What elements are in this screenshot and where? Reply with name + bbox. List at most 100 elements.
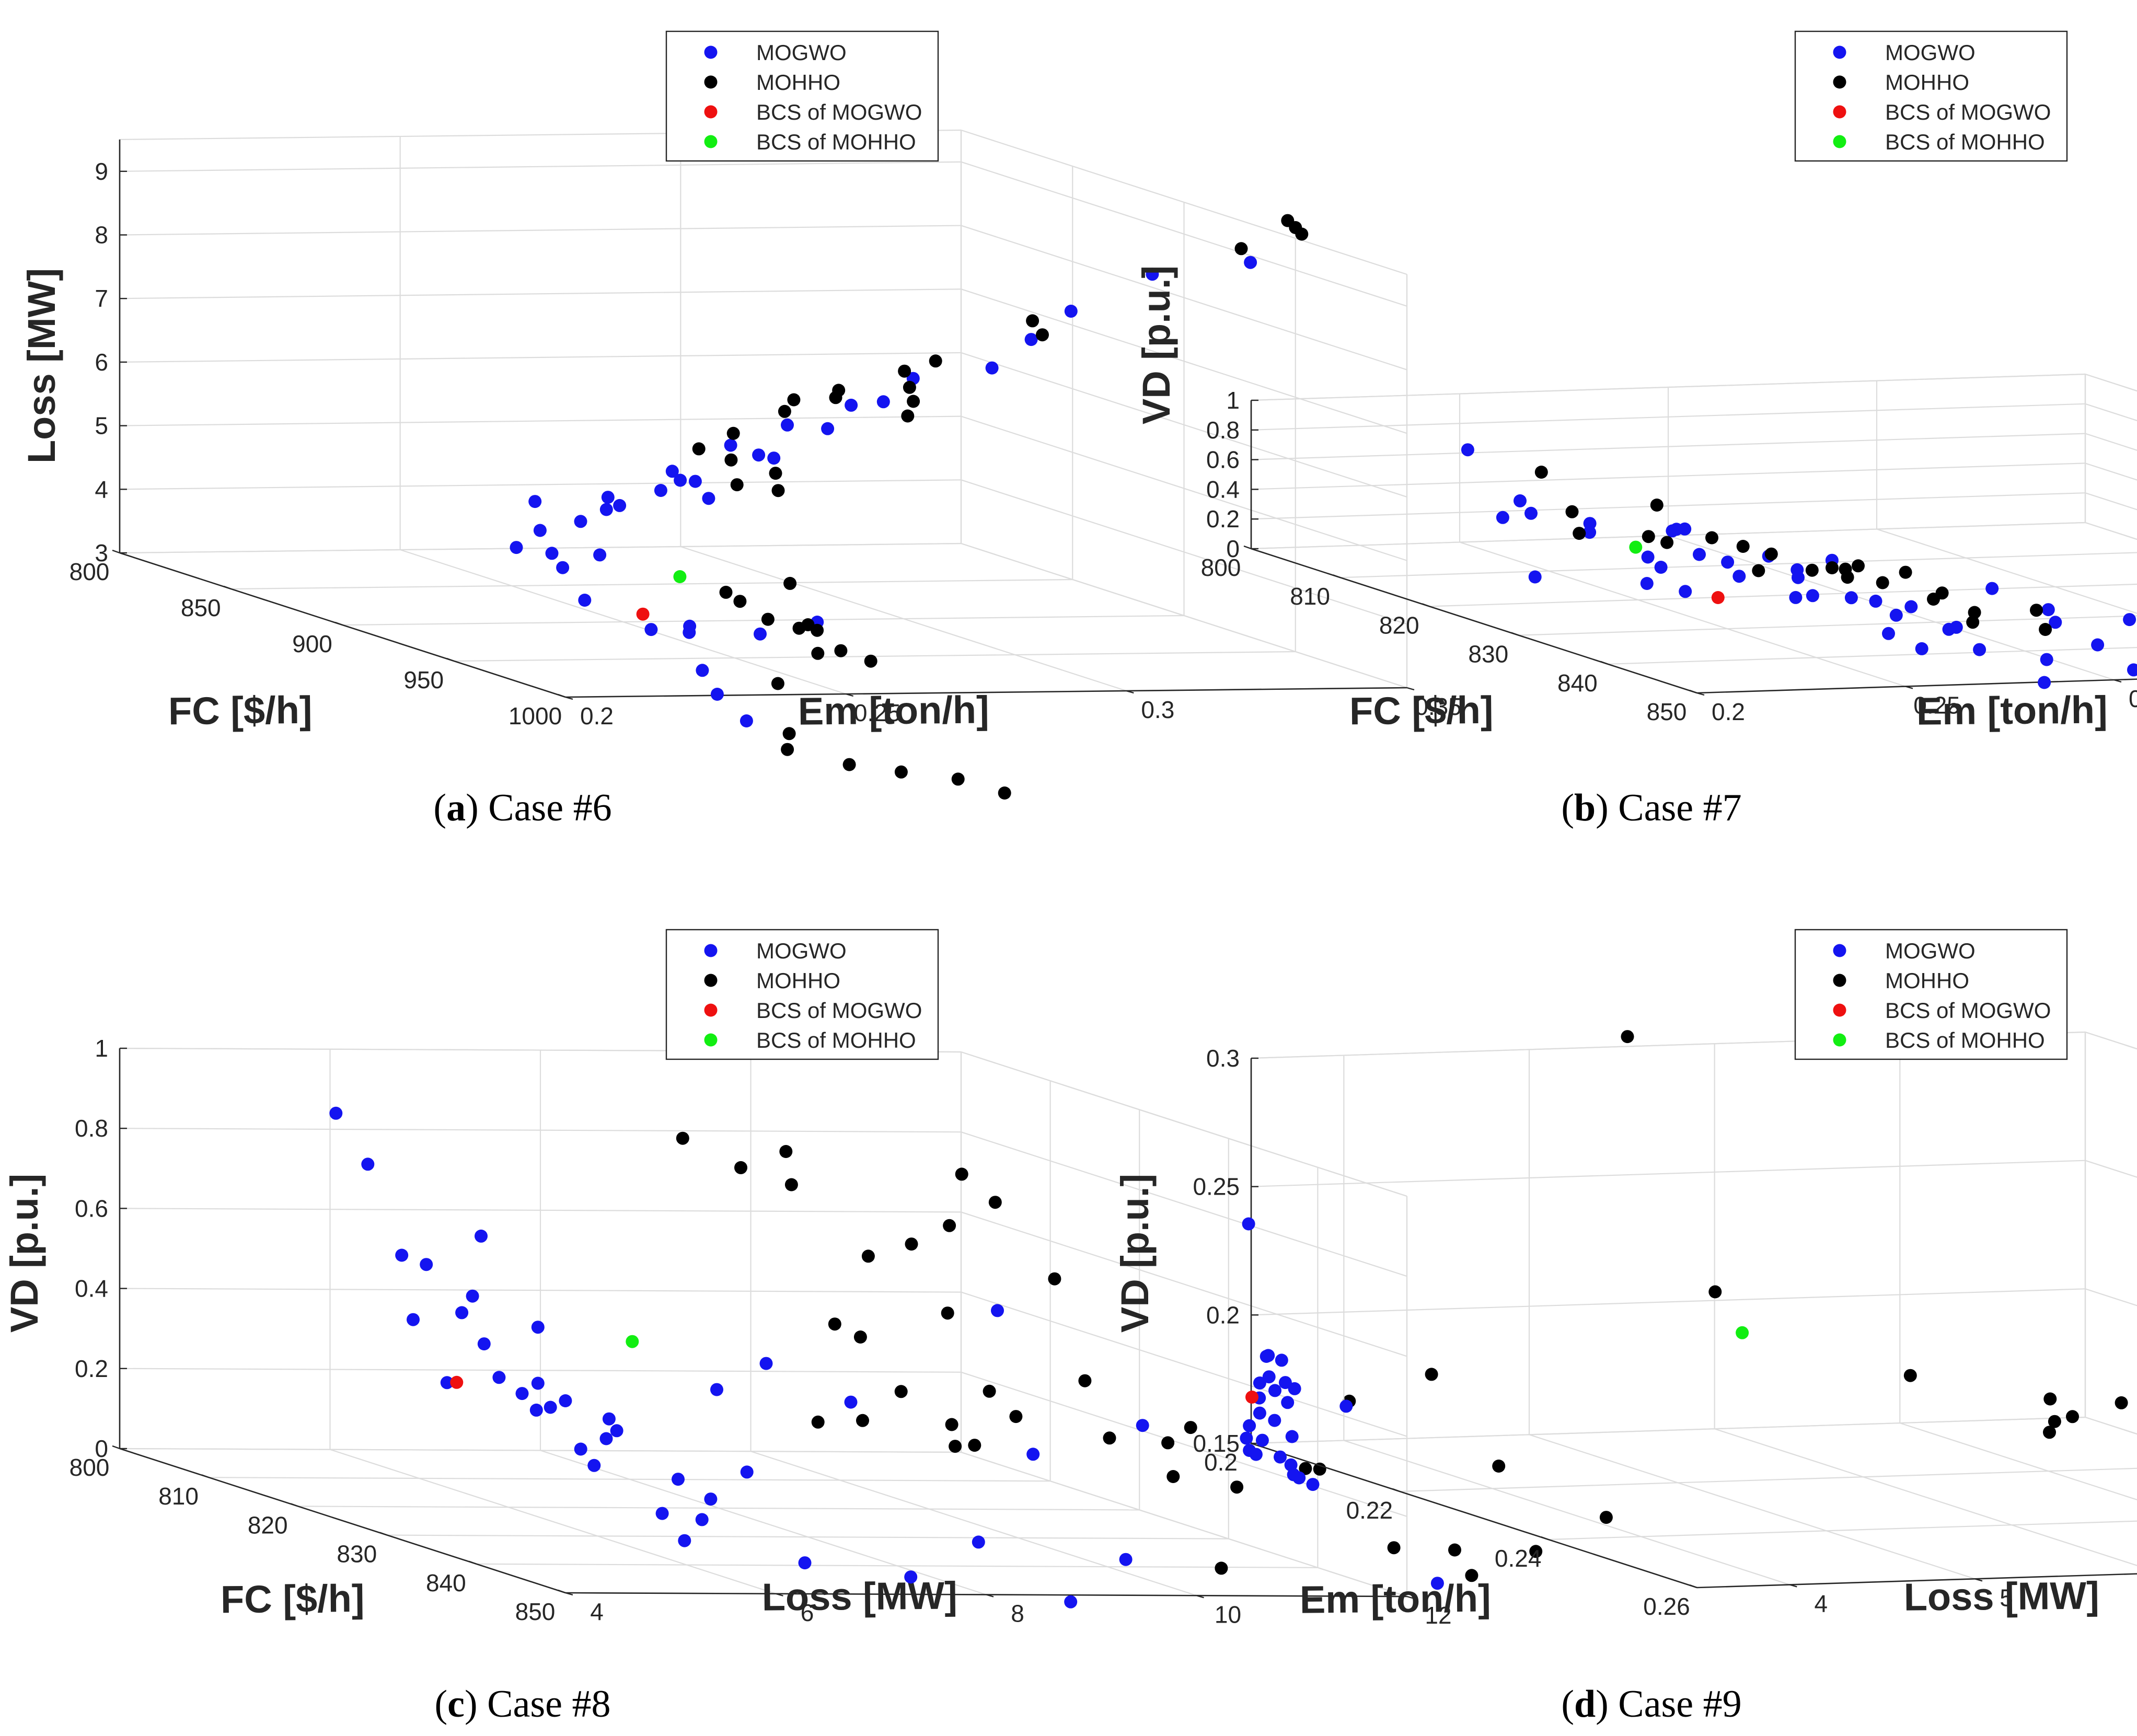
- legend-entry: MOGWO: [1885, 40, 1976, 65]
- data-point: MOGWO: (851.5, 9.2, 0.1): [1119, 1553, 1133, 1566]
- data-point: MOGWO: (832.6, 7.2, 0.18): [740, 1465, 754, 1479]
- z-tick-label: 8: [95, 222, 108, 249]
- legend-entry: BCS of MOGWO: [756, 100, 922, 124]
- data-point: MOHHO: (838.8, 9.6, 0.71): [1048, 1272, 1061, 1286]
- legend: MOGWO MOHHO BCS of MOGWO BCS of MOHHO: [665, 30, 939, 162]
- grid-line: [961, 225, 1407, 371]
- data-point: MOHHO: (851.6, 10.1, 0.08): [1215, 1561, 1228, 1575]
- data-point: BCS of MOHHO: (822.1, 7, 0.43): [626, 1335, 639, 1348]
- data-point: MOGWO: (947.3, 0.248, 2.4): [710, 688, 724, 701]
- data-point: MOGWO: (828.5, 0.27, 0.35): [1791, 563, 1804, 576]
- data-point: MOHHO: (994.6, 0.262, 1.7): [894, 765, 908, 779]
- legend-marker: [1833, 45, 1846, 59]
- y-tick-mark: [1406, 687, 1415, 691]
- data-point: MOGWO: (0.2064, 3.4, 0.1509): [1274, 1450, 1287, 1464]
- data-point: MOGWO: (843, 8.7, 0.66): [991, 1304, 1004, 1317]
- data-point: MOGWO: (816.1, 6.1, 0.38): [477, 1337, 491, 1351]
- legend-marker: [1833, 105, 1846, 119]
- legend-marker: [704, 75, 718, 89]
- x-tick-label: 840: [426, 1569, 466, 1596]
- x-tick-label: 820: [1379, 611, 1419, 639]
- x-tick-mark: [1333, 574, 1341, 578]
- y-tick-label: 0.25: [854, 699, 901, 726]
- z-tick-label: 3: [95, 539, 108, 566]
- data-point: MOHHO: (825.8, 8.2, 0.85): [784, 1178, 798, 1191]
- z-tick-label: 0.8: [1206, 416, 1240, 444]
- data-point: MOHHO: (845.6, 10.1, 0.35): [1161, 1436, 1175, 1450]
- z-tick-label: 0: [1226, 535, 1240, 562]
- z-tick-label: 0.6: [75, 1195, 108, 1222]
- caption-text: Case #7: [1618, 786, 1741, 829]
- data-point: MOHHO: (949.7, 0.282, 7): [907, 395, 920, 408]
- data-point: MOHHO: (938.6, 0.253, 3.9): [719, 585, 733, 599]
- data-point: MOHHO: (810.1, 0.248, 0.67): [1534, 466, 1548, 479]
- data-point: MOHHO: (829, 0.281, 0.3): [1841, 571, 1854, 584]
- z-tick-label: 0: [95, 1435, 108, 1462]
- z-tick-label: 9: [95, 158, 108, 185]
- grid-line: [1459, 541, 1906, 687]
- data-point: MOHHO: (839.3, 0.289, 0.19): [1966, 616, 1980, 629]
- y-tick-label: 5: [2000, 1584, 2013, 1611]
- data-point: MOGWO: (822.5, 0.256, 0.1): [1679, 585, 1692, 598]
- series-mogwo: MOGWO: (990.2, 0.326, 9.6) MOGWO: (978.9,…: [510, 256, 1257, 727]
- z-tick-label: 0.25: [1193, 1173, 1240, 1200]
- grid-line: [119, 415, 962, 426]
- data-point: MOHHO: (967.5, 0.262, 3.3): [834, 644, 848, 657]
- panel-caption: (b) Case #7: [1561, 786, 1741, 829]
- data-point: MOGWO: (0.2054, 3.41, 0.1642): [1268, 1414, 1281, 1427]
- data-point: BCS of MOGWO: (0.2036, 3.36, 0.1717): [1245, 1391, 1258, 1404]
- data-point: MOHHO: (0.2341, 6.44, 0.1796): [2043, 1426, 2056, 1439]
- legend-marker: [704, 135, 718, 148]
- data-point: MOGWO: (929.9, 0.265, 5.9): [767, 452, 781, 465]
- data-point: MOHHO: (921.8, 0.261, 6.2): [726, 426, 740, 440]
- x-tick-mark: [1689, 1584, 1697, 1589]
- grid-line: [1343, 1440, 1790, 1585]
- y-tick-label: 0.25: [1913, 692, 1960, 719]
- data-point: MOHHO: (828.3, 8.4, 0.52): [828, 1317, 841, 1331]
- data-point: MOHHO: (971.2, 0.251, 1.8): [781, 743, 794, 756]
- grid-line: [1251, 1288, 2086, 1316]
- data-point: MOGWO: (836.8, 0.276, 0.2): [1889, 608, 1903, 622]
- x-tick-label: 810: [158, 1483, 199, 1510]
- z-tick-label: 1: [1226, 387, 1240, 414]
- data-point: MOHHO: (0.2343, 6.82, 0.1904): [2115, 1396, 2128, 1409]
- data-point: MOGWO: (825.4, 6.5, 0.26): [602, 1412, 616, 1426]
- x-tick-label: 830: [1468, 641, 1508, 668]
- data-point: MOGWO: (0.2051, 3.53, 0.176): [1288, 1382, 1301, 1395]
- data-point: MOHHO: (995.6, 0.333, 10.1): [1295, 227, 1309, 241]
- legend-marker: [704, 1033, 718, 1047]
- series-mogwo: MOGWO: (804.2, 5.7, 0.87) MOGWO: (806.6, …: [329, 1106, 1444, 1608]
- data-point: MOGWO: (912.2, 0.241, 4.2): [593, 548, 607, 562]
- y-tick-mark: [565, 1592, 573, 1596]
- grid-line: [1429, 583, 2137, 607]
- y-tick-label: 4: [1815, 1590, 1828, 1617]
- data-point: MOGWO: (806.7, 0.246, 0.3): [1496, 511, 1509, 524]
- grid-line: [2085, 1160, 2137, 1178]
- data-point: MOHHO: (836.8, 0.287, 0.34): [1935, 586, 1949, 600]
- legend-marker: [704, 45, 718, 59]
- grid-line: [119, 1368, 962, 1373]
- data-point: MOHHO: (0.2333, 6.5, 0.1829): [2048, 1415, 2061, 1428]
- data-point: MOGWO: (831.5, 6.7, 0): [678, 1534, 691, 1547]
- x-tick-label: 800: [70, 1454, 110, 1481]
- z-axis-label: VD [p.u.]: [3, 1174, 46, 1333]
- y-tick-mark: [1905, 686, 1913, 689]
- legend: MOGWO MOHHO BCS of MOGWO BCS of MOHHO: [1794, 929, 2068, 1060]
- data-point: MOHHO: (853.2, 10.9, 0.34): [1313, 1462, 1326, 1476]
- data-point: BCS of MOGWO: (814.2, 6, 0.27): [450, 1375, 464, 1389]
- x-tick-mark: [201, 1474, 210, 1478]
- grid-line: [119, 1288, 962, 1293]
- data-point: MOGWO: (836.4, 0.275, 0.07): [1882, 627, 1895, 640]
- data-point: MOGWO: (967.6, 0.303, 8.6): [1064, 305, 1078, 318]
- data-point: MOHHO: (829.7, 8.6, 0.7): [861, 1249, 875, 1263]
- y-tick-mark: [1406, 1595, 1415, 1600]
- data-point: MOHHO: (832.6, 8.3, 0.31): [856, 1414, 869, 1427]
- legend-entry: BCS of MOHHO: [756, 1028, 916, 1052]
- z-tick-label: 0.15: [1193, 1430, 1240, 1457]
- caption-letter: a: [446, 786, 466, 829]
- legend-entry: BCS of MOGWO: [1885, 100, 2051, 124]
- data-point: MOHHO: (933.2, 0.264, 5.7): [769, 467, 782, 480]
- panel-caption: (a) Case #6: [433, 786, 611, 829]
- x-tick-label: 0.2: [1204, 1449, 1238, 1476]
